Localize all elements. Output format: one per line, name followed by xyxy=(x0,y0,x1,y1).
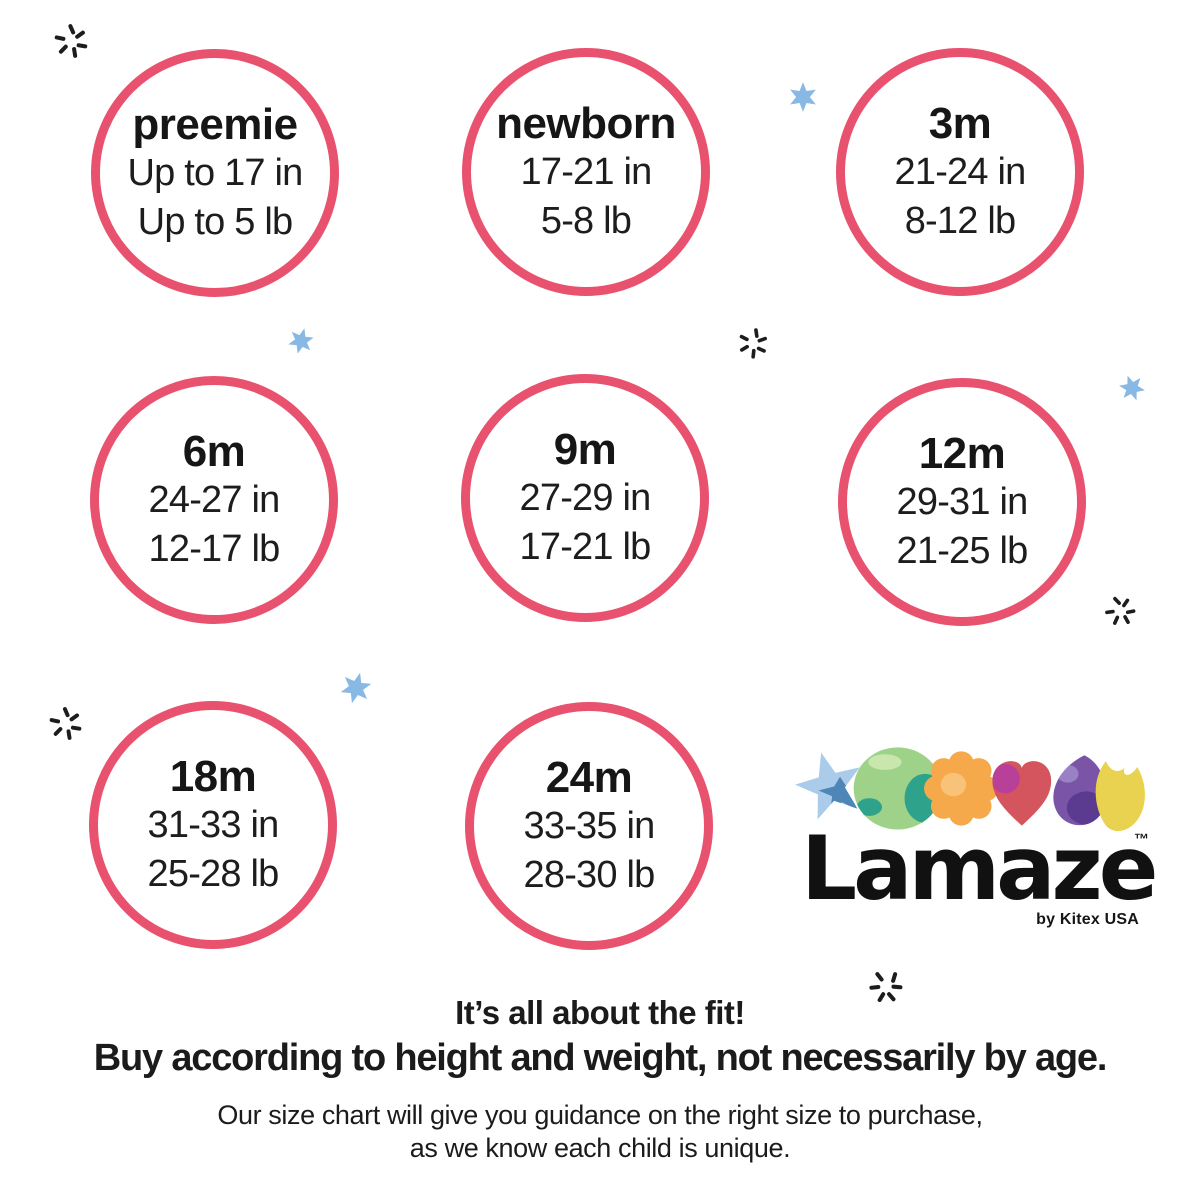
sparkle-icon xyxy=(52,22,90,60)
sparkle-icon xyxy=(859,959,913,1013)
trademark-symbol: ™ xyxy=(1134,831,1149,848)
height-range: 17-21 in xyxy=(520,151,653,194)
weight-range: 21-25 lb xyxy=(896,529,1029,572)
size-circle-3m: 3m 21-24 in 8-12 lb xyxy=(836,48,1084,296)
size-label: 6m xyxy=(182,427,246,477)
weight-range: 8-12 lb xyxy=(904,199,1016,242)
weight-range: 5-8 lb xyxy=(540,199,632,242)
size-circle-18m: 18m 31-33 in 25-28 lb xyxy=(89,701,337,949)
weight-range: 17-21 lb xyxy=(519,525,652,568)
height-range: Up to 17 in xyxy=(127,152,304,195)
brand-wordmark: Lamaze xyxy=(801,817,1158,920)
size-label: newborn xyxy=(496,99,676,149)
height-range: 33-35 in xyxy=(523,805,656,848)
size-circle-preemie: preemie Up to 17 in Up to 5 lb xyxy=(91,49,339,297)
weight-range: 25-28 lb xyxy=(147,852,280,895)
size-circle-12m: 12m 29-31 in 21-25 lb xyxy=(838,378,1086,626)
size-circle-6m: 6m 24-27 in 12-17 lb xyxy=(90,376,338,624)
blue-star-icon xyxy=(1113,369,1151,407)
blue-star-icon xyxy=(334,666,378,710)
logo-orange-flower-icon xyxy=(924,751,999,826)
size-label: 24m xyxy=(545,753,633,803)
size-circle-24m: 24m 33-35 in 28-30 lb xyxy=(465,702,713,950)
size-label: 18m xyxy=(169,752,257,802)
blue-star-icon xyxy=(283,323,320,360)
weight-range: Up to 5 lb xyxy=(137,200,293,243)
footer-subline-1: Our size chart will give you guidance on… xyxy=(217,1100,983,1130)
size-circle-9m: 9m 27-29 in 17-21 lb xyxy=(461,374,709,622)
logo-yellow-moon-icon xyxy=(1095,761,1145,832)
weight-range: 28-30 lb xyxy=(523,853,656,896)
size-label: 12m xyxy=(918,429,1006,479)
footer-headline-2: Buy according to height and weight, not … xyxy=(93,1037,1108,1079)
sparkle-icon xyxy=(47,705,84,742)
height-range: 29-31 in xyxy=(896,481,1029,524)
size-circle-newborn: newborn 17-21 in 5-8 lb xyxy=(462,48,710,296)
weight-range: 12-17 lb xyxy=(148,527,281,570)
height-range: 31-33 in xyxy=(147,804,280,847)
lamaze-logo: Lamaze ™ by Kitex USA xyxy=(795,740,1158,929)
size-label: 9m xyxy=(553,425,617,475)
footer-subline-2: as we know each child is unique. xyxy=(409,1133,791,1163)
blue-star-icon xyxy=(786,80,820,114)
size-label: 3m xyxy=(928,99,992,149)
logo-blue-star-icon xyxy=(795,752,860,820)
size-label: preemie xyxy=(132,100,298,150)
logo-shapes xyxy=(795,747,1145,832)
logo-red-heart-icon xyxy=(992,761,1052,826)
height-range: 27-29 in xyxy=(519,477,652,520)
height-range: 24-27 in xyxy=(148,479,281,522)
sparkle-icon xyxy=(732,322,774,364)
height-range: 21-24 in xyxy=(894,151,1027,194)
footer-headline-1: It’s all about the fit! xyxy=(455,994,745,1031)
sparkle-icon xyxy=(1098,589,1142,633)
brand-byline: by Kitex USA xyxy=(1036,910,1139,928)
